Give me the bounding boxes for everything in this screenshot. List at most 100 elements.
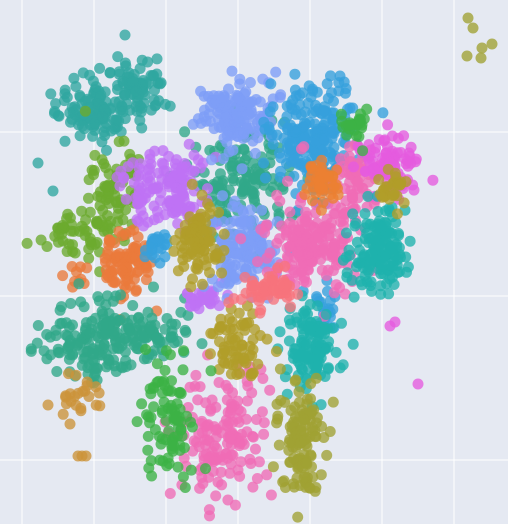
data-point-series-14: [279, 260, 291, 272]
data-point-series-10: [307, 195, 318, 207]
outlier-point-0: [462, 12, 474, 24]
data-point-series-13: [146, 470, 158, 482]
data-point-series-9: [359, 208, 371, 220]
data-point-series-7: [234, 470, 246, 482]
data-point-series-10: [316, 154, 328, 166]
data-point-series-7: [194, 482, 206, 494]
data-point-series-11: [238, 352, 250, 364]
data-point-series-4: [188, 166, 200, 177]
data-point-series-12: [277, 476, 289, 488]
data-point-series-5: [254, 96, 266, 108]
data-point-series-13: [151, 358, 163, 370]
data-point-series-6: [265, 78, 277, 90]
data-point-series-12: [273, 439, 285, 451]
data-point-series-0: [119, 87, 131, 99]
data-point-series-5: [210, 216, 221, 228]
data-point-series-13: [168, 440, 180, 452]
data-point-series-10: [328, 181, 340, 193]
data-point-series-3: [45, 349, 57, 361]
data-point-series-12: [300, 457, 312, 469]
data-point-series-9: [347, 208, 359, 220]
data-point-series-4: [122, 161, 134, 172]
data-point-series-9: [283, 335, 295, 347]
data-point-series-11: [196, 278, 208, 290]
data-point-series-2: [114, 248, 125, 260]
data-point-series-7: [298, 275, 310, 287]
data-point-series-12: [299, 434, 311, 446]
data-point-series-9: [404, 235, 416, 247]
data-point-series-7: [235, 456, 247, 468]
data-point-series-4: [134, 158, 146, 170]
data-point-series-13: [177, 471, 189, 483]
data-point-series-11: [187, 273, 198, 285]
data-point-series-7: [184, 381, 196, 393]
data-point-series-6: [333, 77, 345, 89]
data-point-series-7: [215, 466, 227, 478]
data-point-series-6: [321, 78, 333, 90]
data-point-series-11: [213, 363, 225, 375]
data-point-series-4: [170, 162, 182, 174]
data-point-series-7: [271, 237, 283, 249]
data-point-series-9: [285, 318, 296, 330]
data-point-series-9: [349, 220, 361, 232]
data-point-series-3: [63, 353, 75, 365]
data-point-series-1: [112, 216, 124, 228]
data-point-series-7: [206, 446, 218, 458]
data-point-series-11: [239, 320, 251, 332]
data-point-series-5: [255, 238, 266, 250]
data-point-series-6: [259, 172, 271, 184]
data-point-series-7: [259, 227, 271, 239]
data-point-series-3: [196, 338, 208, 350]
data-point-series-7: [352, 176, 364, 188]
data-point-series-9: [322, 341, 334, 353]
data-point-series-3: [87, 347, 99, 359]
data-point-series-1: [64, 212, 76, 224]
data-point-series-6: [302, 97, 314, 109]
data-point-series-14: [239, 271, 251, 283]
data-point-series-1: [79, 105, 91, 117]
data-point-series-4: [120, 193, 132, 205]
data-point-series-0: [130, 85, 142, 97]
data-point-series-11: [374, 188, 386, 200]
data-point-series-9: [380, 220, 391, 232]
data-point-series-12: [288, 452, 299, 464]
data-point-series-0: [74, 130, 86, 142]
data-point-series-7: [334, 282, 346, 293]
data-point-series-11: [270, 346, 282, 357]
data-point-series-13: [341, 129, 353, 141]
data-point-series-5: [226, 65, 238, 77]
data-point-series-2: [74, 261, 86, 273]
data-point-series-9: [362, 190, 374, 202]
data-point-series-11: [381, 181, 393, 193]
data-point-series-0: [112, 51, 124, 63]
data-point-series-7: [308, 222, 320, 234]
data-point-series-13: [145, 411, 157, 423]
data-point-series-13: [159, 380, 170, 391]
data-point-series-3: [127, 300, 139, 311]
data-point-series-0: [113, 96, 125, 108]
data-point-series-0: [113, 68, 125, 80]
data-point-series-1: [110, 196, 122, 208]
outlier-point-0: [461, 50, 473, 62]
data-point-series-8: [348, 161, 359, 173]
data-point-series-8: [370, 142, 381, 154]
data-point-series-3: [247, 157, 259, 169]
data-point-series-13: [156, 407, 168, 419]
data-point-series-6: [258, 157, 269, 169]
data-point-series-0: [119, 57, 131, 69]
data-point-series-13: [336, 115, 348, 127]
data-point-series-9: [364, 258, 376, 270]
data-point-series-3: [83, 338, 95, 350]
data-point-series-0: [45, 88, 57, 100]
data-point-series-7: [296, 263, 308, 275]
data-point-series-3: [179, 324, 191, 336]
data-point-series-4: [147, 183, 159, 195]
data-point-series-3: [235, 176, 247, 188]
data-point-series-11: [207, 328, 219, 340]
data-point-series-7: [316, 264, 328, 276]
data-point-series-5: [247, 214, 259, 226]
data-point-series-13: [159, 364, 171, 376]
data-point-series-10: [314, 180, 325, 192]
data-point-series-0: [101, 144, 112, 156]
data-point-series-11: [222, 358, 234, 370]
